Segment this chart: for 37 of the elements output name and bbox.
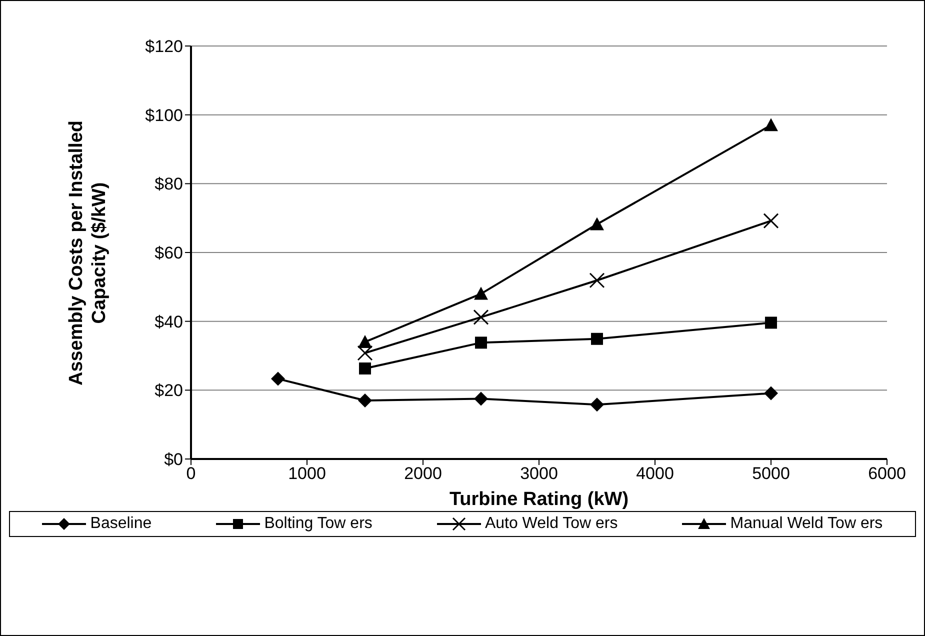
- x-tick-label: 3000: [520, 464, 558, 484]
- y-tick-label: $0: [164, 450, 183, 470]
- point: [358, 334, 372, 348]
- legend-label: Manual Weld Tow ers: [730, 515, 883, 533]
- y-tick-label: $80: [154, 174, 183, 194]
- legend-label: Baseline: [90, 515, 152, 533]
- point: [590, 398, 604, 412]
- legend-label: Bolting Tow ers: [264, 515, 372, 533]
- point: [271, 372, 285, 386]
- point: [763, 213, 779, 229]
- point: [590, 217, 604, 230]
- point: [589, 272, 605, 288]
- x-axis-title: Turbine Rating (kW): [449, 489, 629, 510]
- x-tick-label: 4000: [636, 464, 674, 484]
- x-tick-label: 6000: [868, 464, 906, 484]
- y-tick-label: $60: [154, 244, 183, 263]
- point: [357, 345, 373, 361]
- legend-label: Auto Weld Tow ers: [484, 515, 618, 533]
- point: [359, 362, 371, 374]
- x-tick-label: 5000: [752, 464, 790, 484]
- y-tick-label: $100: [145, 106, 183, 125]
- x-tick-label: 2000: [404, 464, 442, 484]
- point: [764, 386, 778, 400]
- x-tick-label: 1000: [288, 464, 326, 484]
- x-tick-label: 0: [186, 464, 196, 484]
- point: [765, 316, 777, 329]
- y-axis-title: Assembly Costs per Installed Capacity ($/kW): [66, 120, 110, 386]
- y-tick-label: $120: [145, 37, 183, 56]
- point: [474, 286, 488, 300]
- point: [764, 118, 778, 132]
- point: [475, 336, 487, 349]
- point: [473, 309, 489, 325]
- y-tick-label: $40: [154, 312, 183, 332]
- point: [474, 392, 488, 406]
- point: [358, 393, 372, 408]
- point: [591, 332, 603, 345]
- y-tick-label: $20: [154, 381, 183, 400]
